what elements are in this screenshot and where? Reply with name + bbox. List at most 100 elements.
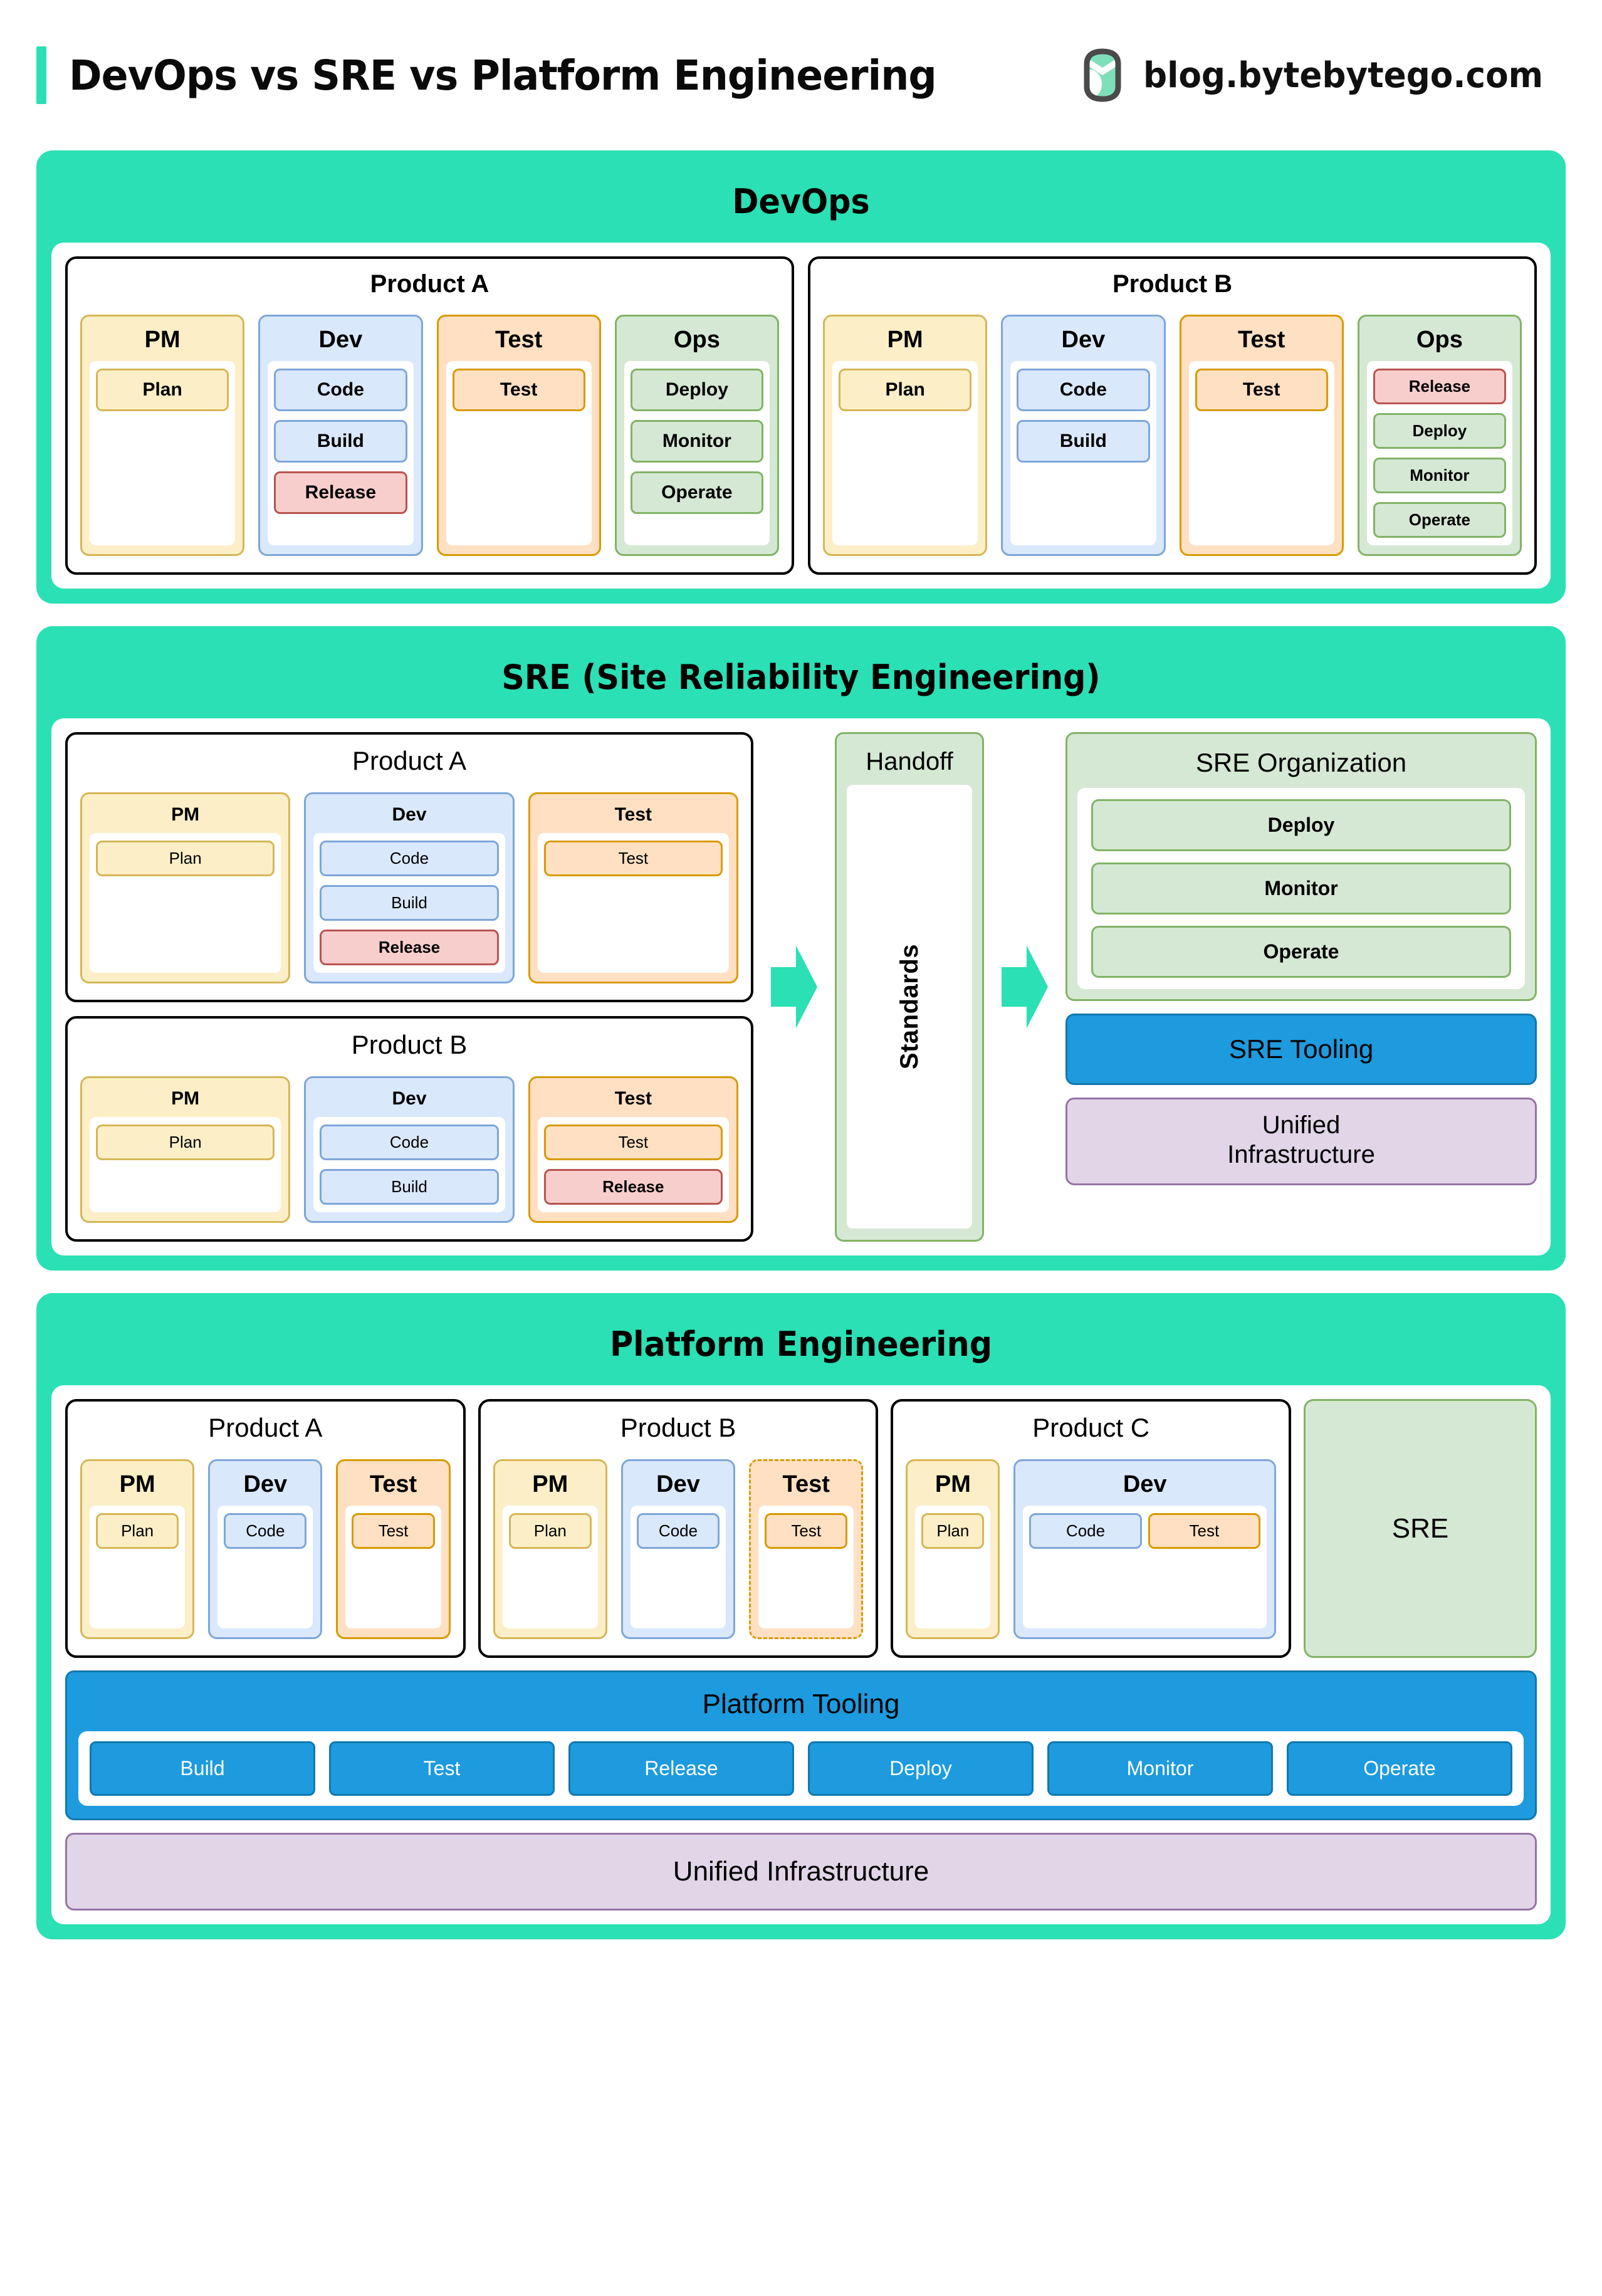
lane-test: Test Test Release xyxy=(528,1076,738,1223)
chip-test[interactable]: Test xyxy=(352,1513,435,1549)
arrow-right-icon xyxy=(771,945,817,1029)
chip-build[interactable]: Build xyxy=(320,1169,499,1205)
sre-organization-title: SRE Organization xyxy=(1195,748,1407,777)
lane-title: Dev xyxy=(392,1088,427,1109)
chip-operate[interactable]: Operate xyxy=(1373,502,1506,538)
chip-monitor[interactable]: Monitor xyxy=(1047,1741,1273,1796)
chip-test[interactable]: Test xyxy=(1148,1513,1261,1549)
accent-bar xyxy=(36,46,46,104)
handoff-inner: Standards xyxy=(847,785,972,1229)
chip-test[interactable]: Test xyxy=(543,841,723,876)
sre-tooling-box[interactable]: SRE Tooling xyxy=(1065,1014,1537,1085)
lane-title: PM xyxy=(887,327,923,353)
chip-operate[interactable]: Operate xyxy=(630,471,763,514)
platform-products-row: Product A PM Plan Dev Code xyxy=(65,1399,1537,1658)
chip-deploy[interactable]: Deploy xyxy=(1091,799,1511,851)
lane-test: Test Test xyxy=(436,315,601,556)
lane-inner: Code Build Release xyxy=(268,361,414,545)
chip-operate[interactable]: Operate xyxy=(1287,1741,1512,1796)
chip-monitor[interactable]: Monitor xyxy=(1091,862,1511,915)
brand: blog.bytebytego.com xyxy=(1078,46,1564,104)
lane-test: Test Test xyxy=(528,792,738,983)
chip-code[interactable]: Code xyxy=(274,369,407,411)
lane-title: Dev xyxy=(1123,1471,1167,1497)
lane-inner: Plan xyxy=(90,1117,281,1212)
arrow-right-icon xyxy=(1002,945,1048,1029)
lane-row: PM Plan Dev Code Build Release Test xyxy=(80,315,779,556)
standards-label: Standards xyxy=(895,943,923,1070)
lane-title: PM xyxy=(119,1471,155,1497)
chip-release[interactable]: Release xyxy=(274,471,407,514)
lane-title: Ops xyxy=(673,327,720,353)
lane-title: PM xyxy=(171,1088,200,1109)
chip-code[interactable]: Code xyxy=(224,1513,307,1549)
lane-dev: Dev Code Build xyxy=(304,1076,515,1223)
chip-plan[interactable]: Plan xyxy=(96,1124,275,1160)
lane-title: Dev xyxy=(392,804,427,825)
lane-title: Test xyxy=(495,327,543,353)
chip-operate[interactable]: Operate xyxy=(1091,926,1511,978)
lane-dev: Dev Code Build Release xyxy=(304,792,515,983)
lane-pm: PM Plan xyxy=(906,1459,1000,1639)
lane-ops: Ops Deploy Monitor Operate xyxy=(614,315,779,556)
sre-unified-infrastructure-box: Unified Infrastructure xyxy=(1065,1098,1537,1186)
chip-code[interactable]: Code xyxy=(320,841,499,876)
chip-test[interactable]: Test xyxy=(452,369,585,411)
lane-inner: Plan xyxy=(915,1506,991,1628)
chip-plan[interactable]: Plan xyxy=(921,1513,985,1549)
lane-title: Dev xyxy=(656,1471,700,1497)
chip-code[interactable]: Code xyxy=(1017,369,1150,411)
lane-dev: Dev Code xyxy=(208,1459,323,1639)
chip-monitor[interactable]: Monitor xyxy=(630,420,763,463)
product-name: Product C xyxy=(1032,1413,1150,1442)
chip-plan[interactable]: Plan xyxy=(839,369,972,411)
chip-release[interactable]: Release xyxy=(543,1169,723,1205)
chip-test[interactable]: Test xyxy=(1195,369,1328,411)
lane-inner: Test xyxy=(758,1506,854,1628)
lane-title: Dev xyxy=(243,1471,288,1497)
page-title: DevOps vs SRE vs Platform Engineering xyxy=(69,51,937,100)
lane-title: PM xyxy=(144,327,181,353)
lane-inner: Plan xyxy=(90,361,236,545)
lane-inner: Code Build Release xyxy=(313,833,505,973)
brand-url: blog.bytebytego.com xyxy=(1143,55,1544,96)
chip-test[interactable]: Test xyxy=(543,1124,723,1160)
chip-build[interactable]: Build xyxy=(320,885,499,921)
chip-plan[interactable]: Plan xyxy=(96,369,229,411)
chip-plan[interactable]: Plan xyxy=(508,1513,592,1549)
lane-inner: Test xyxy=(537,833,729,973)
sre-products: Product A PM Plan Dev Code Build Releas xyxy=(65,732,753,1242)
chip-code[interactable]: Code xyxy=(1029,1513,1142,1549)
chip-plan[interactable]: Plan xyxy=(96,1513,179,1549)
product-name: Product B xyxy=(351,1030,468,1059)
chip-release[interactable]: Release xyxy=(1373,369,1506,404)
chip-monitor[interactable]: Monitor xyxy=(1373,458,1506,493)
platform-body: Product A PM Plan Dev Code xyxy=(51,1385,1551,1924)
platform-tooling-box: Platform Tooling Build Test Release Depl… xyxy=(65,1670,1537,1820)
chip-code[interactable]: Code xyxy=(320,1124,499,1160)
chip-deploy[interactable]: Deploy xyxy=(1373,413,1506,449)
chip-build[interactable]: Build xyxy=(274,420,407,463)
lane-title: Test xyxy=(1237,327,1285,353)
product-name: Product B xyxy=(1112,270,1233,298)
lane-inner: Test xyxy=(345,1506,441,1628)
chip-test[interactable]: Test xyxy=(765,1513,848,1549)
devops-body: Product A PM Plan Dev Code Build Release xyxy=(51,243,1551,589)
chip-release[interactable]: Release xyxy=(568,1741,794,1796)
chip-code[interactable]: Code xyxy=(636,1513,720,1549)
lane-test-dashed: Test Test xyxy=(749,1459,864,1639)
lane-title: PM xyxy=(532,1471,568,1497)
chip-test[interactable]: Test xyxy=(329,1741,555,1796)
sre-right-column: SRE Organization Deploy Monitor Operate … xyxy=(1065,732,1537,1242)
chip-build[interactable]: Build xyxy=(1017,420,1150,463)
chip-release[interactable]: Release xyxy=(320,930,499,965)
chip-deploy[interactable]: Deploy xyxy=(630,369,763,411)
chip-plan[interactable]: Plan xyxy=(96,841,275,876)
lane-test: Test Test xyxy=(336,1459,451,1639)
chip-deploy[interactable]: Deploy xyxy=(808,1741,1034,1796)
section-sre: SRE (Site Reliability Engineering) Produ… xyxy=(36,626,1566,1271)
chip-build[interactable]: Build xyxy=(90,1741,315,1796)
lane-dev: Dev Code Build xyxy=(1001,315,1166,556)
lane-inner: Test xyxy=(1188,361,1334,545)
lane-row: PM Plan Dev Code Test Tes xyxy=(80,1459,451,1639)
